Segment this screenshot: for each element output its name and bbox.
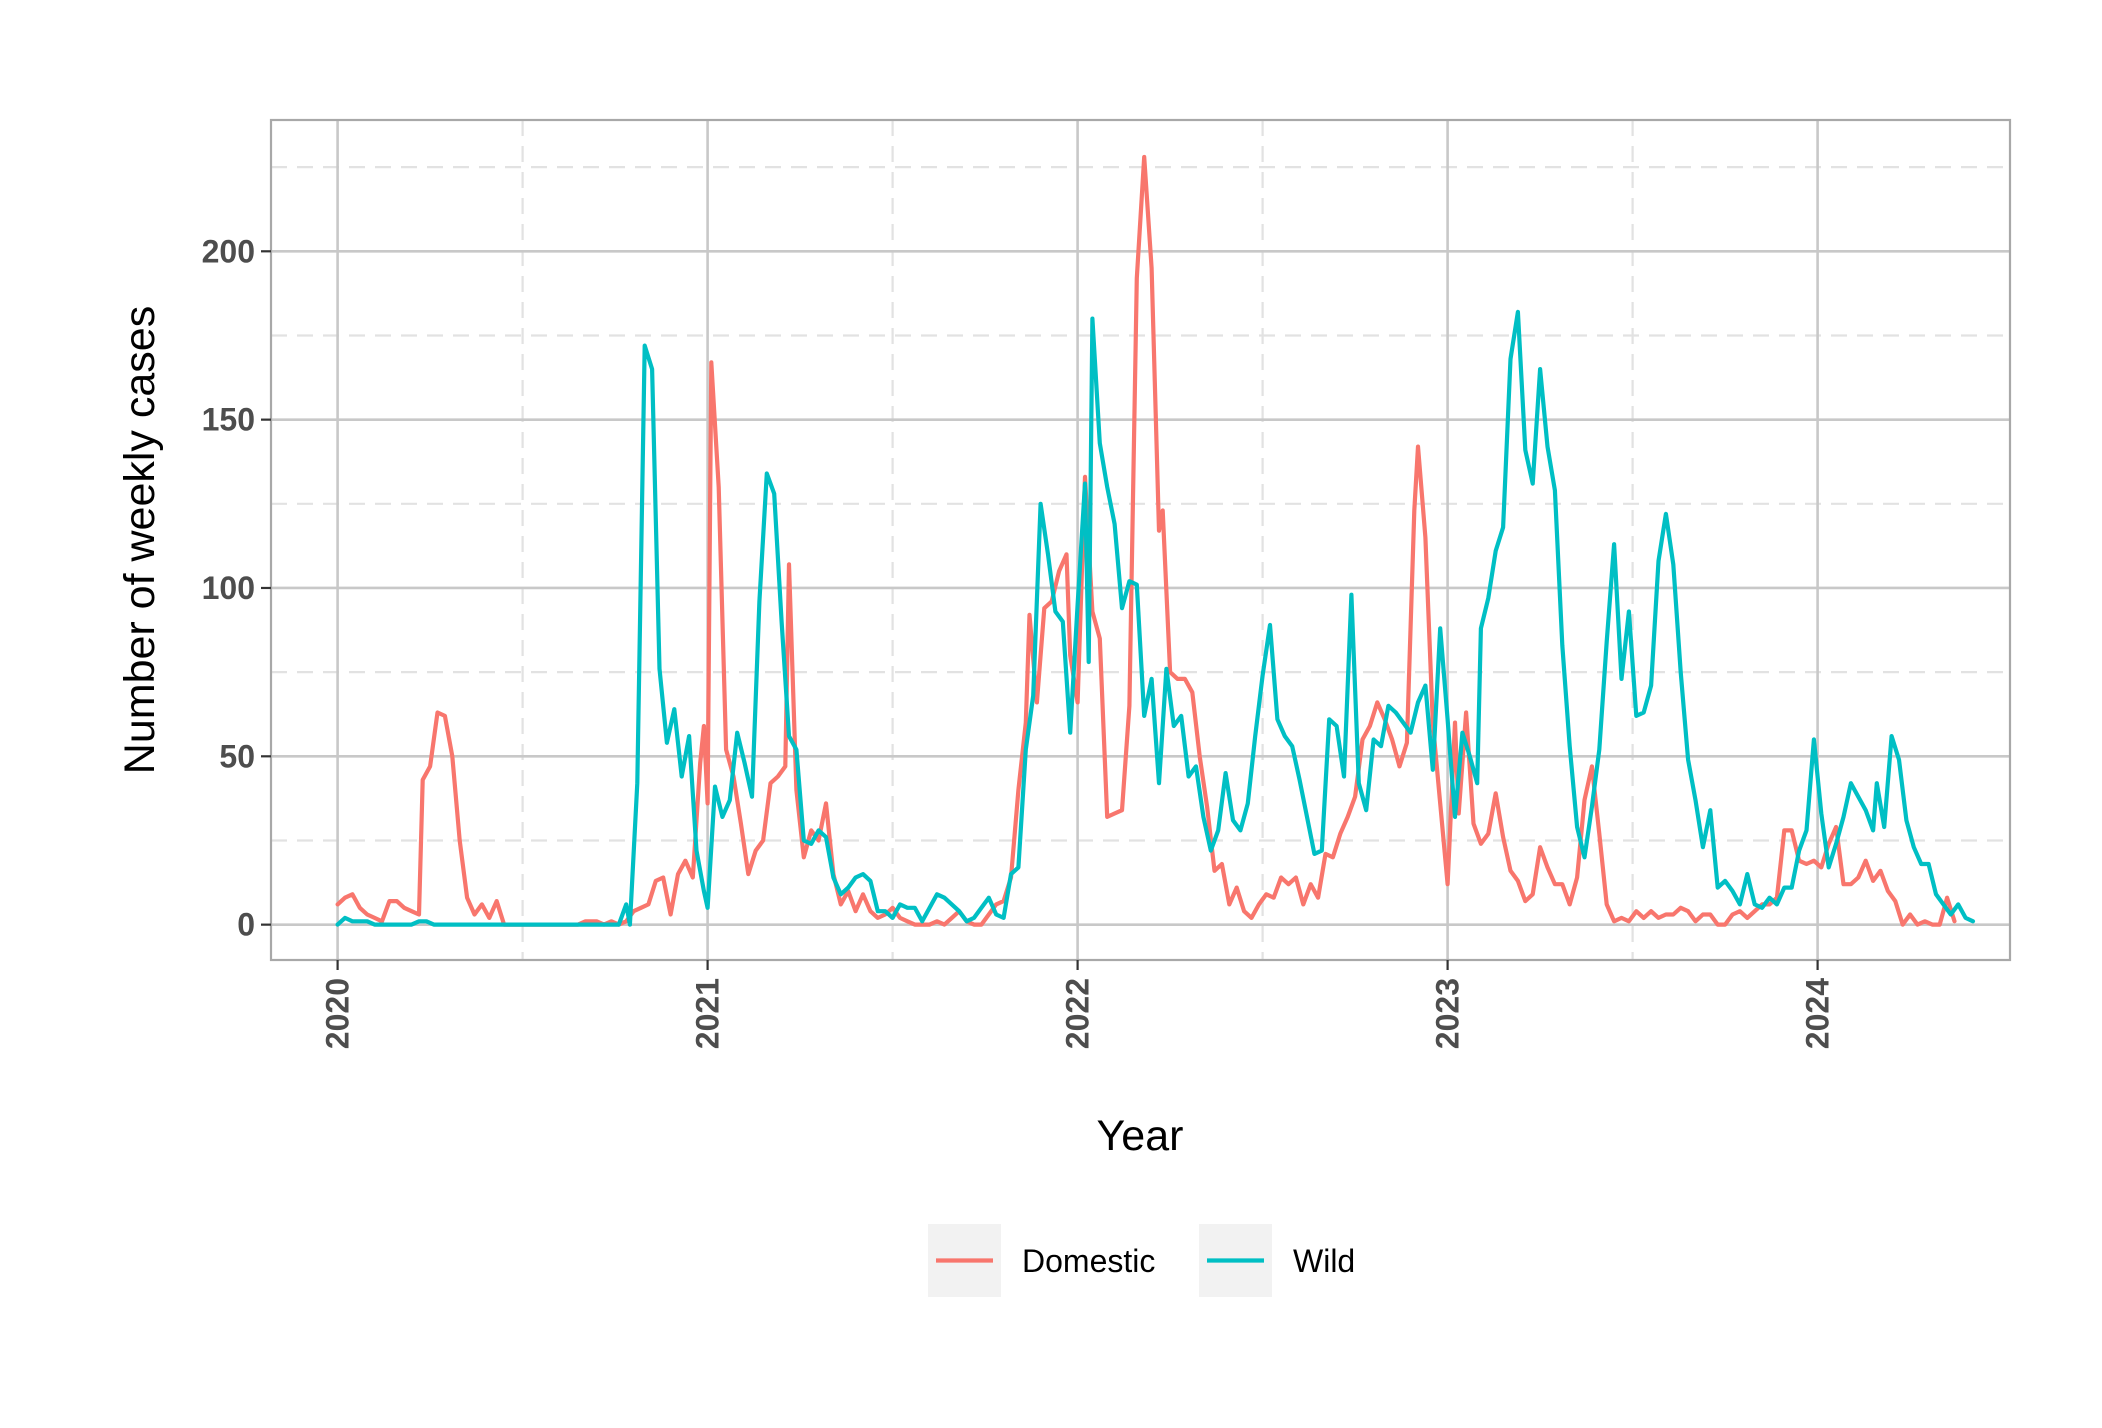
- y-axis-title: Number of weekly cases: [116, 306, 164, 774]
- y-tick-label: 0: [237, 907, 255, 943]
- x-tick-label: 2021: [690, 978, 726, 1049]
- x-tick-label: 2022: [1060, 978, 1096, 1049]
- x-tick-label: 2023: [1430, 978, 1466, 1049]
- series-lines: [335, 154, 1976, 927]
- y-axis-ticks: 0 50 100 150 200: [202, 233, 271, 943]
- legend: Domestic Wild: [928, 1224, 1355, 1297]
- x-axis-ticks: 2020 2021 2022 2023 2024: [320, 960, 1836, 1049]
- y-tick-label: 50: [219, 738, 255, 774]
- y-tick-label: 100: [202, 570, 255, 606]
- legend-label-domestic: Domestic: [1022, 1243, 1155, 1279]
- plot-panel-border: [269, 118, 2012, 962]
- x-tick-label: 2020: [320, 978, 356, 1049]
- x-axis-title: Year: [1097, 1112, 1184, 1160]
- series-line-domestic: [335, 154, 1957, 927]
- x-tick-label: 2024: [1800, 978, 1836, 1049]
- series-line-wild: [335, 309, 1976, 927]
- y-tick-label: 200: [202, 233, 255, 269]
- legend-label-wild: Wild: [1293, 1243, 1355, 1279]
- y-tick-label: 150: [202, 402, 255, 438]
